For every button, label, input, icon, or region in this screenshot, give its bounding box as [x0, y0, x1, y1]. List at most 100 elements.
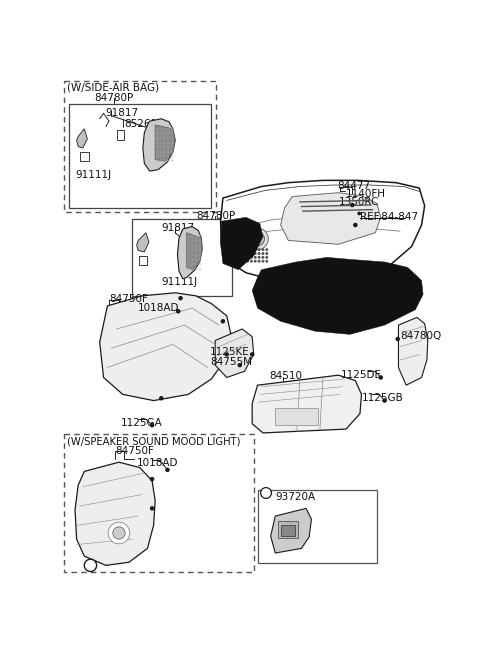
Circle shape: [243, 253, 244, 255]
Circle shape: [258, 256, 260, 258]
Polygon shape: [178, 226, 202, 279]
Circle shape: [237, 237, 251, 251]
Circle shape: [84, 559, 96, 571]
Circle shape: [239, 249, 240, 251]
Circle shape: [258, 253, 260, 255]
Text: 84780Q: 84780Q: [400, 331, 441, 341]
Circle shape: [396, 337, 399, 340]
Circle shape: [251, 260, 252, 262]
Polygon shape: [221, 180, 425, 287]
Polygon shape: [187, 233, 202, 270]
Text: 84477: 84477: [337, 181, 370, 191]
Circle shape: [251, 232, 264, 246]
Polygon shape: [281, 193, 381, 244]
Circle shape: [166, 468, 169, 472]
Text: 93720A: 93720A: [275, 492, 315, 502]
Circle shape: [254, 249, 256, 251]
Circle shape: [160, 397, 163, 400]
Circle shape: [243, 256, 244, 258]
Circle shape: [262, 260, 264, 262]
Text: 84510: 84510: [269, 371, 302, 381]
Circle shape: [247, 253, 248, 255]
Circle shape: [358, 213, 360, 215]
Polygon shape: [143, 119, 175, 171]
Bar: [278, 522, 299, 539]
Circle shape: [354, 224, 357, 226]
Circle shape: [251, 256, 252, 258]
Text: REF.84-847: REF.84-847: [360, 212, 418, 222]
Circle shape: [262, 249, 264, 251]
Polygon shape: [221, 217, 263, 270]
Text: 85261B: 85261B: [124, 119, 165, 129]
Bar: [275, 408, 318, 425]
Polygon shape: [77, 129, 87, 148]
Text: 1125GB: 1125GB: [361, 393, 403, 403]
Text: (W/SIDE-AIR BAG): (W/SIDE-AIR BAG): [67, 83, 159, 92]
Text: 84780P: 84780P: [94, 92, 133, 102]
Text: 84750F: 84750F: [109, 293, 148, 304]
Bar: [80, 152, 89, 161]
Circle shape: [151, 478, 154, 481]
Circle shape: [151, 507, 154, 510]
Bar: [132, 219, 232, 296]
Circle shape: [379, 376, 382, 379]
Circle shape: [247, 249, 248, 251]
Circle shape: [113, 527, 125, 539]
Circle shape: [233, 234, 254, 255]
Text: 1018AD: 1018AD: [137, 458, 178, 468]
Circle shape: [177, 310, 180, 313]
Polygon shape: [252, 375, 361, 433]
Circle shape: [254, 256, 256, 258]
Bar: [117, 131, 124, 140]
Circle shape: [254, 260, 256, 262]
Text: 91111J: 91111J: [75, 170, 111, 180]
Text: 1125KE: 1125KE: [210, 346, 250, 357]
Text: 1125GA: 1125GA: [121, 417, 163, 428]
Circle shape: [262, 253, 264, 255]
Circle shape: [254, 253, 256, 255]
Bar: [139, 256, 147, 265]
Text: a: a: [263, 488, 269, 498]
Polygon shape: [137, 233, 149, 252]
Circle shape: [247, 228, 268, 250]
Circle shape: [247, 256, 248, 258]
Circle shape: [266, 253, 267, 255]
Polygon shape: [398, 318, 428, 385]
Polygon shape: [155, 125, 175, 161]
Text: 1018AD: 1018AD: [138, 303, 180, 313]
Circle shape: [251, 249, 252, 251]
Circle shape: [239, 260, 240, 262]
Circle shape: [243, 249, 244, 251]
Bar: [69, 104, 211, 208]
Circle shape: [266, 249, 267, 251]
Text: 1140FH: 1140FH: [346, 189, 386, 199]
Text: 91817: 91817: [106, 108, 139, 118]
Text: 1125DE: 1125DE: [341, 370, 382, 380]
Bar: [63, 81, 216, 212]
Text: 84750F: 84750F: [115, 446, 154, 456]
Circle shape: [239, 256, 240, 258]
Circle shape: [238, 363, 241, 367]
Circle shape: [151, 424, 154, 427]
Circle shape: [262, 256, 264, 258]
Text: 91817: 91817: [161, 224, 194, 234]
Circle shape: [258, 249, 260, 251]
Circle shape: [225, 353, 228, 356]
Text: (W/SPEAKER SOUND MOOD LIGHT): (W/SPEAKER SOUND MOOD LIGHT): [67, 437, 241, 447]
Circle shape: [179, 297, 182, 300]
Polygon shape: [100, 293, 230, 401]
Text: 84755M: 84755M: [210, 358, 252, 367]
Text: a: a: [87, 560, 94, 570]
Circle shape: [251, 353, 254, 356]
Circle shape: [247, 260, 248, 262]
Circle shape: [243, 260, 244, 262]
Bar: [281, 525, 295, 536]
Circle shape: [221, 319, 225, 323]
Text: 91111J: 91111J: [161, 277, 197, 287]
Circle shape: [251, 253, 252, 255]
Circle shape: [239, 253, 240, 255]
Polygon shape: [215, 329, 254, 377]
Circle shape: [266, 256, 267, 258]
Circle shape: [266, 260, 267, 262]
Circle shape: [351, 203, 354, 207]
